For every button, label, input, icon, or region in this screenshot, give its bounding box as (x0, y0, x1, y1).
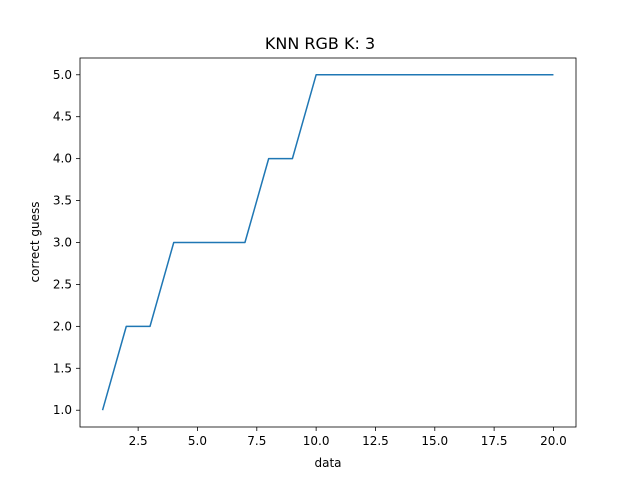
x-tick-label: 12.5 (362, 434, 389, 448)
x-tick-label: 17.5 (481, 434, 508, 448)
x-tick-label: 10.0 (303, 434, 330, 448)
y-tick-label: 2.5 (53, 277, 72, 291)
y-tick-label: 5.0 (53, 68, 72, 82)
y-axis-label: correct guess (28, 202, 42, 283)
x-tick-label: 5.0 (188, 434, 207, 448)
y-tick-label: 4.5 (53, 110, 72, 124)
y-tick-label: 1.0 (53, 403, 72, 417)
x-axis-label: data (314, 456, 341, 470)
y-tick-label: 4.0 (53, 152, 72, 166)
x-tick-label: 2.5 (129, 434, 148, 448)
x-tick-label: 15.0 (421, 434, 448, 448)
axes-frame (79, 57, 577, 428)
y-tick-label: 1.5 (53, 361, 72, 375)
plot-area: 2.5 5.0 7.5 10.0 12.5 15.0 17.5 20.0 1.0 1.5 2.0 2.… (53, 57, 577, 448)
y-tick-label: 2.0 (53, 319, 72, 333)
chart-title: KNN RGB K: 3 (265, 34, 375, 53)
x-tick-label: 7.5 (247, 434, 266, 448)
series-line-0 (101, 74, 554, 411)
y-tick-label: 3.5 (53, 194, 72, 208)
x-tick-label: 20.0 (540, 434, 567, 448)
y-tick-label: 3.0 (53, 236, 72, 250)
